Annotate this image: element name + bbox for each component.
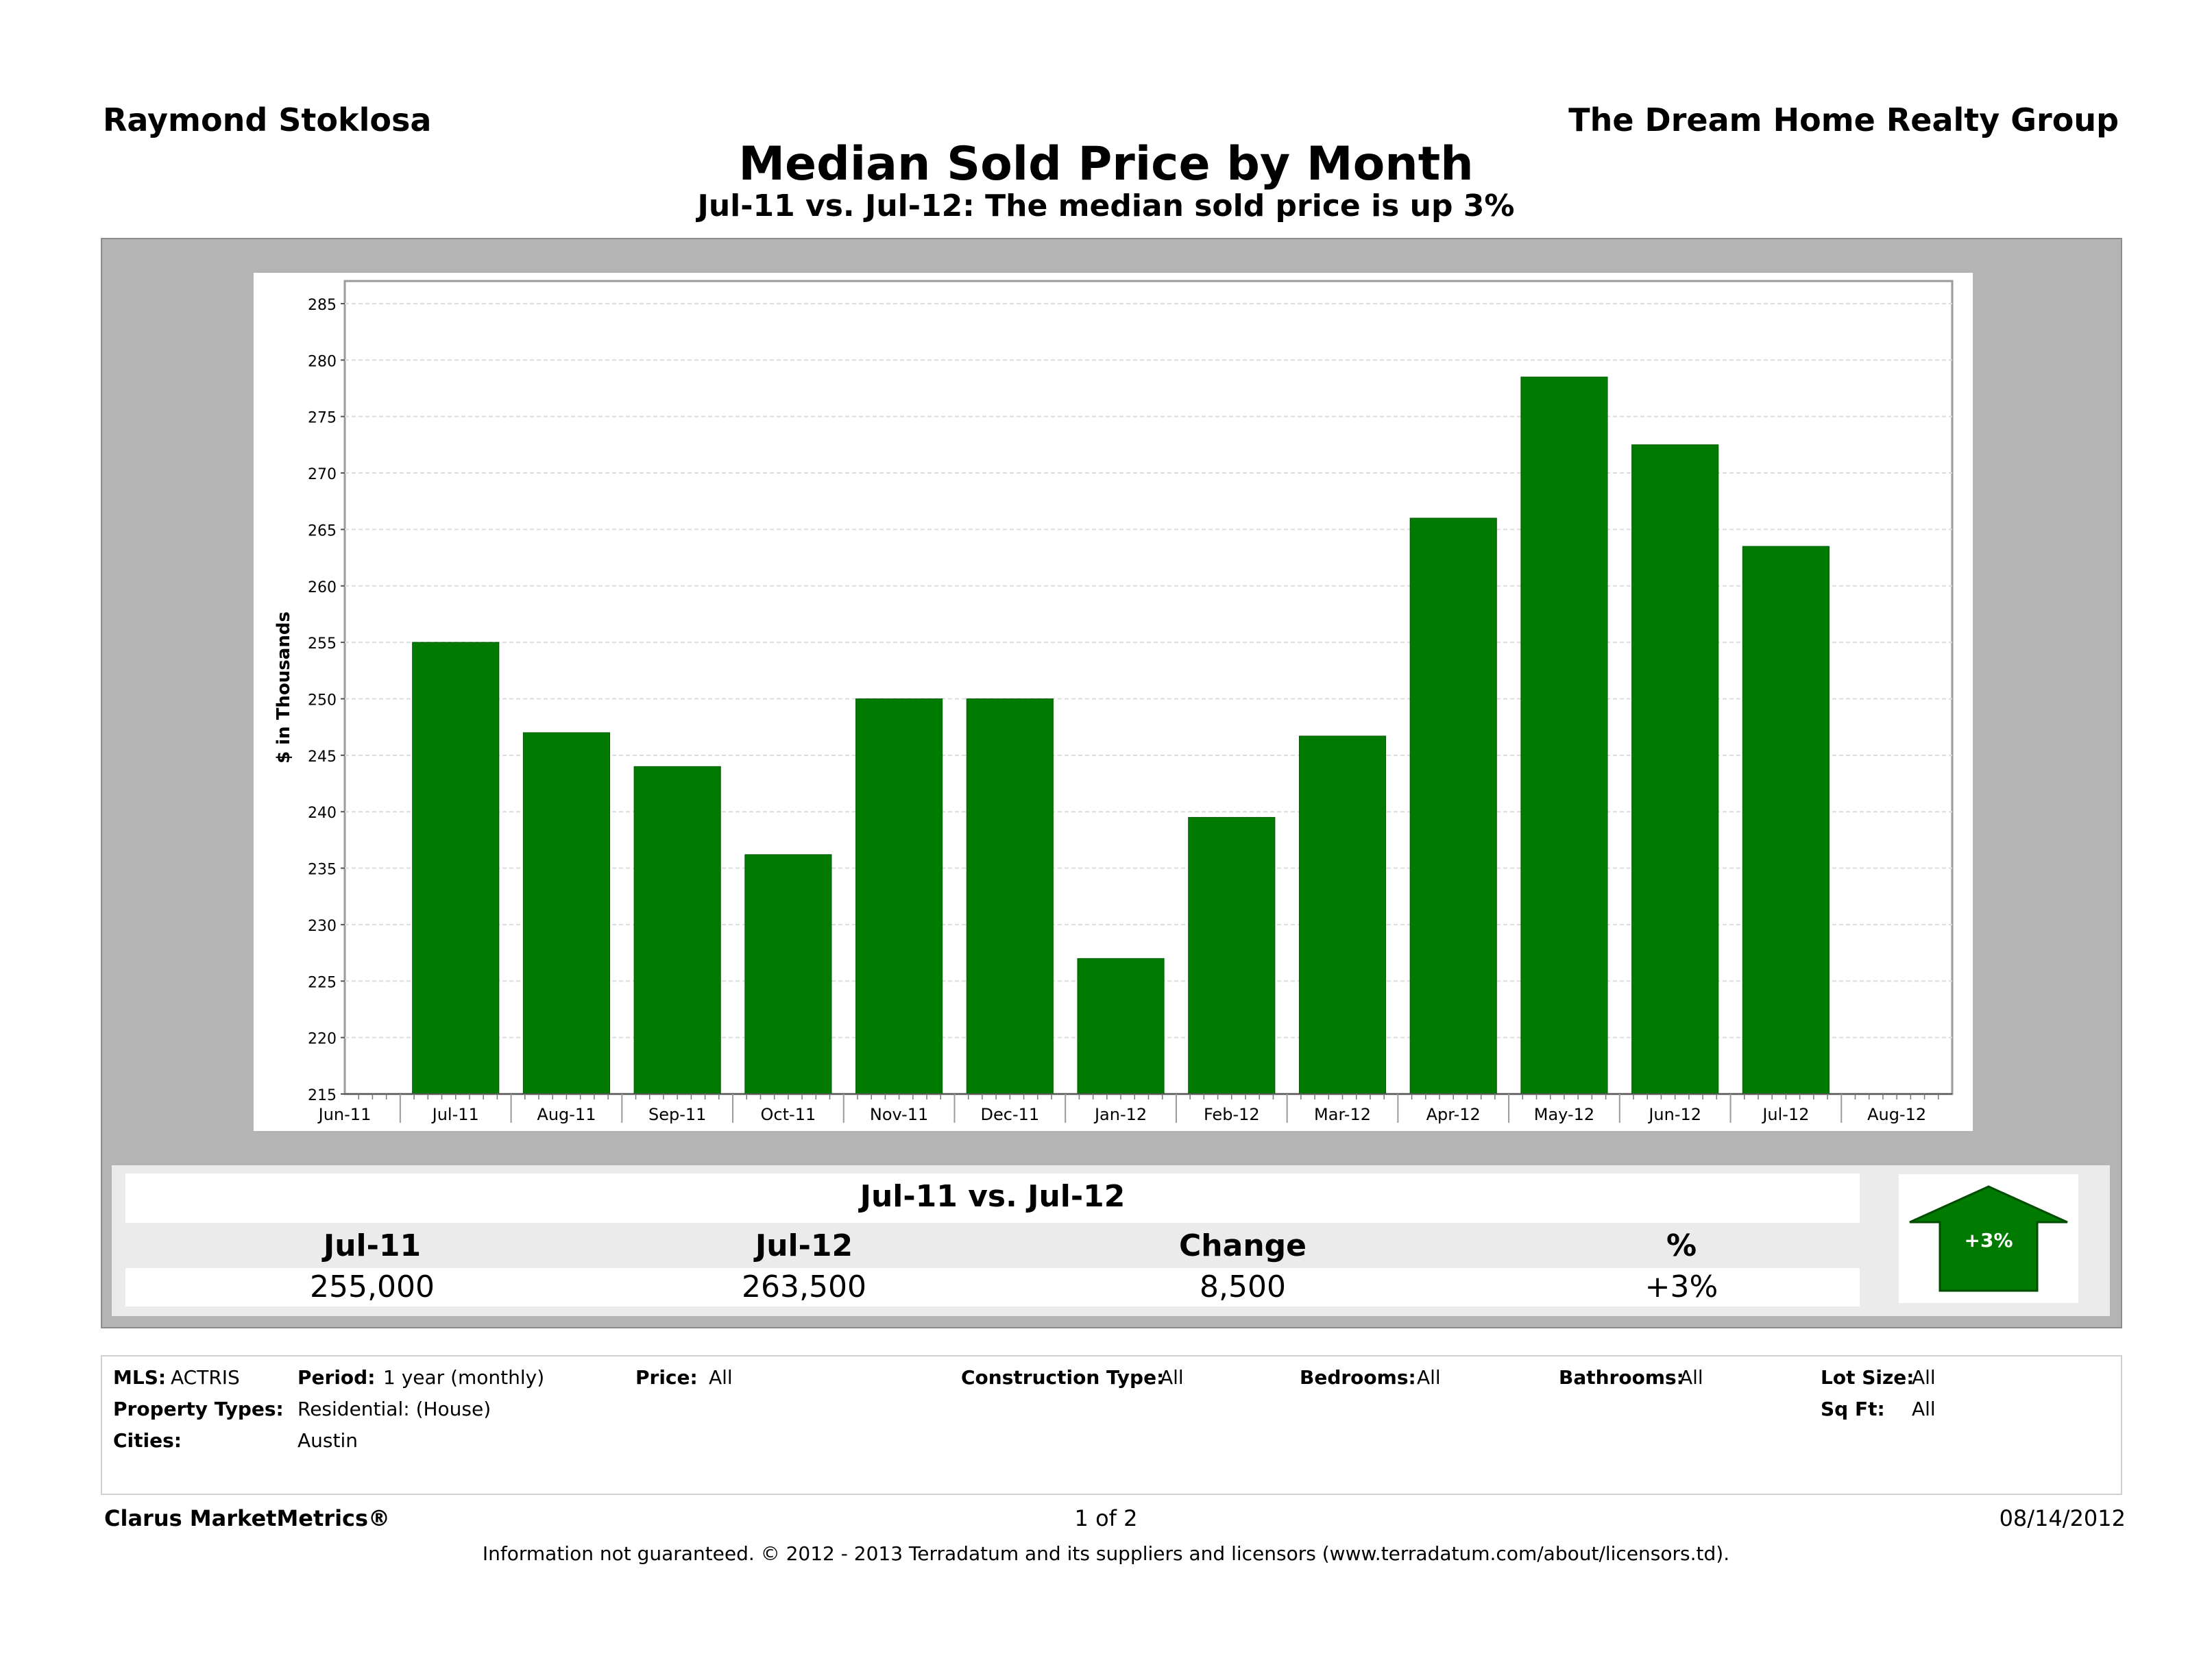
company-name: The Dream Home Realty Group [1568,101,2119,138]
x-tick-label: Sep-11 [648,1105,706,1124]
bar [1188,816,1276,1095]
x-tick-label: Feb-12 [1204,1105,1260,1124]
bar [1520,376,1608,1095]
summary-val-jul12: 263,500 [742,1269,866,1304]
summary-title: Jul-11 vs. Jul-12 [860,1179,1126,1214]
y-tick-label: 280 [308,353,337,370]
x-tick-label: Jun-12 [1647,1105,1701,1124]
filter-bathrooms-label: Bathrooms: [1559,1366,1684,1389]
bar-chart: 215 220 225 230 235 240 245 250 255 260 265 270 275 2… [274,280,1954,1124]
bar [1631,444,1719,1095]
y-tick-label: 265 [308,522,337,539]
summary-values-strip [125,1268,1860,1306]
summary-panel: Jul-11 vs. Jul-12 Jul-11 Jul-12 Change %… [112,1165,2110,1316]
bar [966,698,1054,1095]
bar [522,732,611,1095]
disclaimer: Information not guaranteed. © 2012 - 201… [482,1542,1730,1565]
filters-panel: MLS: ACTRIS Period: 1 year (monthly) Pri… [101,1355,2122,1495]
x-tick-label: Apr-12 [1426,1105,1481,1124]
bar [1742,546,1830,1095]
filter-property-value: Residential: (House) [297,1398,491,1420]
chart-subtitle: Jul-11 vs. Jul-12: The median sold price… [697,189,1515,223]
filter-mls-value: ACTRIS [171,1366,240,1389]
change-badge-box: +3% [1899,1174,2078,1303]
y-tick-label: 255 [308,635,337,653]
filter-cities-value: Austin [297,1429,358,1452]
x-tick-label: Jul-11 [431,1105,479,1124]
x-tick-label: Dec-11 [981,1105,1040,1124]
filter-lotsize-label: Lot Size: [1821,1366,1915,1389]
filter-price-label: Price: [635,1366,698,1389]
x-tick-label: Jan-12 [1093,1105,1147,1124]
y-tick-label: 225 [308,974,337,991]
filter-period-value: 1 year (monthly) [383,1366,545,1389]
y-tick-label: 270 [308,466,337,483]
summary-col-percent: % [1666,1228,1697,1263]
y-tick-label: 220 [308,1031,337,1048]
bar [1298,735,1387,1095]
change-badge-label: +3% [1965,1229,2013,1252]
filter-price-value: All [709,1366,733,1389]
filter-bedrooms-value: All [1417,1366,1441,1389]
bar [633,766,721,1095]
x-tick-label: May-12 [1534,1105,1594,1124]
footer-brand: Clarus MarketMetrics® [104,1505,391,1531]
summary-val-change: 8,500 [1200,1269,1286,1304]
bar [412,642,500,1095]
x-tick-label: Aug-12 [1867,1105,1926,1124]
x-tick-label: Nov-11 [870,1105,928,1124]
filter-bedrooms-label: Bedrooms: [1300,1366,1416,1389]
x-tick-label: Aug-11 [537,1105,596,1124]
y-tick-label: 275 [308,410,337,427]
bar [744,854,832,1095]
page-number: 1 of 2 [1074,1505,1138,1531]
y-tick-label: 285 [308,297,337,314]
filter-cities-label: Cities: [113,1429,182,1452]
report-date: 08/14/2012 [1999,1505,2126,1531]
y-tick-label: 240 [308,805,337,822]
up-arrow-icon: +3% [1909,1185,2068,1292]
filter-construction-value: All [1160,1366,1184,1389]
summary-col-jul11: Jul-11 [323,1228,422,1263]
y-tick-label: 215 [308,1087,337,1104]
summary-title-strip [125,1174,1860,1223]
summary-col-jul12: Jul-12 [755,1228,853,1263]
summary-col-change: Change [1179,1228,1306,1263]
filter-bathrooms-value: All [1679,1366,1703,1389]
bar [1077,958,1165,1095]
filter-mls-label: MLS: [113,1366,167,1389]
summary-val-percent: +3% [1644,1269,1718,1304]
y-tick-label: 250 [308,692,337,709]
bar [855,698,943,1095]
filter-property-label: Property Types: [113,1398,284,1420]
filter-sqft-value: All [1912,1398,1936,1420]
x-tick-label: Jun-11 [317,1105,372,1124]
y-tick-label: 230 [308,918,337,935]
x-tick-label: Jul-12 [1761,1105,1809,1124]
agent-name: Raymond Stoklosa [103,101,432,138]
bar [1409,518,1497,1095]
y-tick-label: 235 [308,862,337,879]
summary-val-jul11: 255,000 [310,1269,435,1304]
chart-title: Median Sold Price by Month [738,137,1474,191]
x-tick-label: Oct-11 [761,1105,816,1124]
y-tick-label: 260 [308,579,337,596]
filter-construction-label: Construction Type: [961,1366,1165,1389]
filter-lotsize-value: All [1912,1366,1936,1389]
y-tick-label: 245 [308,749,337,766]
filter-period-label: Period: [297,1366,376,1389]
y-axis-title: $ in Thousands [274,611,294,764]
filter-sqft-label: Sq Ft: [1821,1398,1885,1420]
x-tick-label: Mar-12 [1314,1105,1371,1124]
